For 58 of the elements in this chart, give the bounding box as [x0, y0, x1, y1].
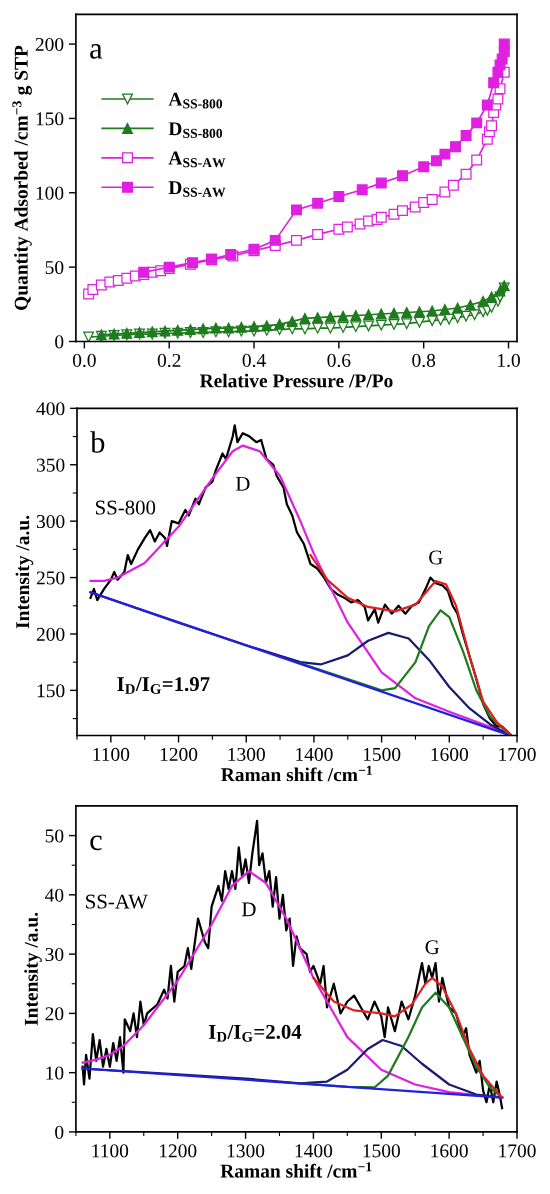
y-tick-label: 0: [55, 335, 64, 349]
y-tick-label: 300: [36, 514, 65, 529]
x-axis-title: Raman shift /cm$^{−1}$: [221, 765, 372, 782]
annotation: G: [429, 550, 443, 565]
x-tick-label: 1100: [93, 747, 130, 761]
y-tick-label: 400: [36, 402, 65, 416]
legend-label: A$_{SS-800}$: [168, 92, 223, 109]
y-axis-title: Intensity /a.u.: [24, 912, 42, 1026]
x-tick-label: 0.4: [242, 353, 266, 368]
x-tick-label: 0.6: [327, 353, 351, 368]
annotation: b: [90, 431, 105, 453]
annotation: D: [242, 902, 256, 917]
y-tick-label: 10: [46, 1066, 64, 1080]
legend-label: D$_{SS-800}$: [168, 122, 223, 138]
y-tick-label: 150: [37, 684, 65, 698]
x-tick-label: 0.8: [412, 353, 436, 368]
y-axis-title: Intensity /a.u.: [15, 515, 34, 629]
annotation: SS-800: [95, 500, 156, 515]
annotation: a: [90, 44, 103, 59]
y-tick-label: 50: [45, 260, 64, 275]
annotation: SS-AW: [86, 894, 148, 909]
annotation: c: [90, 835, 102, 851]
y-tick-label: 200: [35, 37, 64, 52]
annotation: D: [235, 476, 250, 491]
y-tick-label: 0: [55, 1125, 64, 1139]
x-tick-label: 1300: [228, 747, 265, 761]
legend-label: D$_{SS-AW}$: [168, 181, 226, 197]
y-tick-label: 50: [45, 829, 64, 843]
x-tick-label: 1700: [499, 1144, 536, 1158]
x-tick-label: 1.0: [498, 353, 520, 368]
y-tick-label: 30: [45, 947, 64, 962]
annotation: I$_{D}$/I$_{G}$=2.04: [208, 1024, 302, 1042]
y-tick-label: 150: [36, 112, 64, 126]
x-tick-label: 1600: [431, 747, 469, 761]
x-tick-label: 1700: [499, 747, 536, 761]
y-tick-label: 250: [36, 571, 65, 585]
x-tick-label: 1200: [159, 1144, 197, 1158]
x-tick-label: 0.0: [72, 353, 96, 368]
x-tick-label: 1500: [363, 1144, 400, 1158]
annotation: I$_{D}$/I$_{G}$=1.97: [117, 677, 210, 694]
y-tick-label: 40: [45, 888, 64, 902]
y-axis-title: Quantity Adsorbed /cm$^{−3}$ g STP: [12, 45, 32, 310]
x-tick-label: 1400: [295, 1144, 333, 1158]
x-tick-label: 1200: [160, 747, 198, 761]
x-tick-label: 1300: [227, 1144, 265, 1158]
x-tick-label: 1600: [431, 1144, 468, 1158]
x-axis-title: Raman shift /cm$^{−1}$: [220, 1162, 372, 1178]
legend-label: A$_{SS-AW}$: [168, 151, 226, 168]
y-tick-label: 20: [45, 1007, 64, 1021]
x-axis-title: Relative Pressure /P/Po: [199, 373, 393, 388]
y-tick-label: 350: [36, 458, 65, 472]
x-tick-label: 0.2: [157, 353, 181, 368]
x-tick-label: 1100: [92, 1144, 129, 1158]
y-tick-label: 200: [36, 627, 65, 641]
x-tick-label: 1400: [296, 747, 333, 761]
x-tick-label: 1500: [363, 747, 401, 761]
annotation: G: [425, 940, 440, 955]
y-tick-label: 100: [36, 186, 64, 200]
